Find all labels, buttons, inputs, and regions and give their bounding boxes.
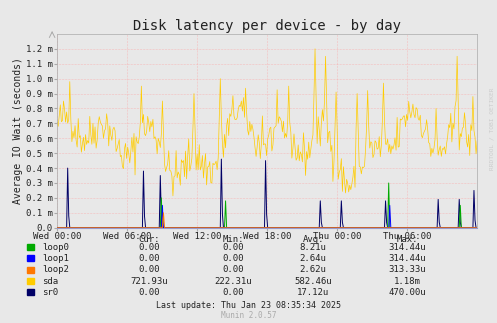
Text: Max:: Max:: [397, 235, 418, 244]
Text: 0.00: 0.00: [138, 288, 160, 297]
Text: 0.00: 0.00: [138, 265, 160, 274]
Text: loop1: loop1: [42, 254, 69, 263]
Text: 17.12u: 17.12u: [297, 288, 329, 297]
Text: Min:: Min:: [223, 235, 245, 244]
Text: Avg:: Avg:: [302, 235, 324, 244]
Text: 1.18m: 1.18m: [394, 276, 421, 286]
Title: Disk latency per device - by day: Disk latency per device - by day: [133, 19, 401, 33]
Text: 8.21u: 8.21u: [300, 243, 327, 252]
Y-axis label: Average IO Wait (seconds): Average IO Wait (seconds): [13, 57, 23, 204]
Text: Cur:: Cur:: [138, 235, 160, 244]
Text: 582.46u: 582.46u: [294, 276, 332, 286]
Text: sr0: sr0: [42, 288, 58, 297]
Text: 0.00: 0.00: [138, 243, 160, 252]
Text: 314.44u: 314.44u: [389, 254, 426, 263]
Text: loop2: loop2: [42, 265, 69, 274]
Text: sda: sda: [42, 276, 58, 286]
Text: RRDTOOL / TOBI OETIKER: RRDTOOL / TOBI OETIKER: [490, 88, 495, 171]
Text: 2.64u: 2.64u: [300, 254, 327, 263]
Text: 721.93u: 721.93u: [130, 276, 168, 286]
Text: 0.00: 0.00: [223, 254, 245, 263]
Text: 0.00: 0.00: [138, 254, 160, 263]
Text: 313.33u: 313.33u: [389, 265, 426, 274]
Text: Munin 2.0.57: Munin 2.0.57: [221, 311, 276, 320]
Text: Last update: Thu Jan 23 08:35:34 2025: Last update: Thu Jan 23 08:35:34 2025: [156, 301, 341, 310]
Text: 222.31u: 222.31u: [215, 276, 252, 286]
Text: 0.00: 0.00: [223, 288, 245, 297]
Text: 0.00: 0.00: [223, 243, 245, 252]
Text: 314.44u: 314.44u: [389, 243, 426, 252]
Text: 470.00u: 470.00u: [389, 288, 426, 297]
Text: loop0: loop0: [42, 243, 69, 252]
Text: 0.00: 0.00: [223, 265, 245, 274]
Text: 2.62u: 2.62u: [300, 265, 327, 274]
